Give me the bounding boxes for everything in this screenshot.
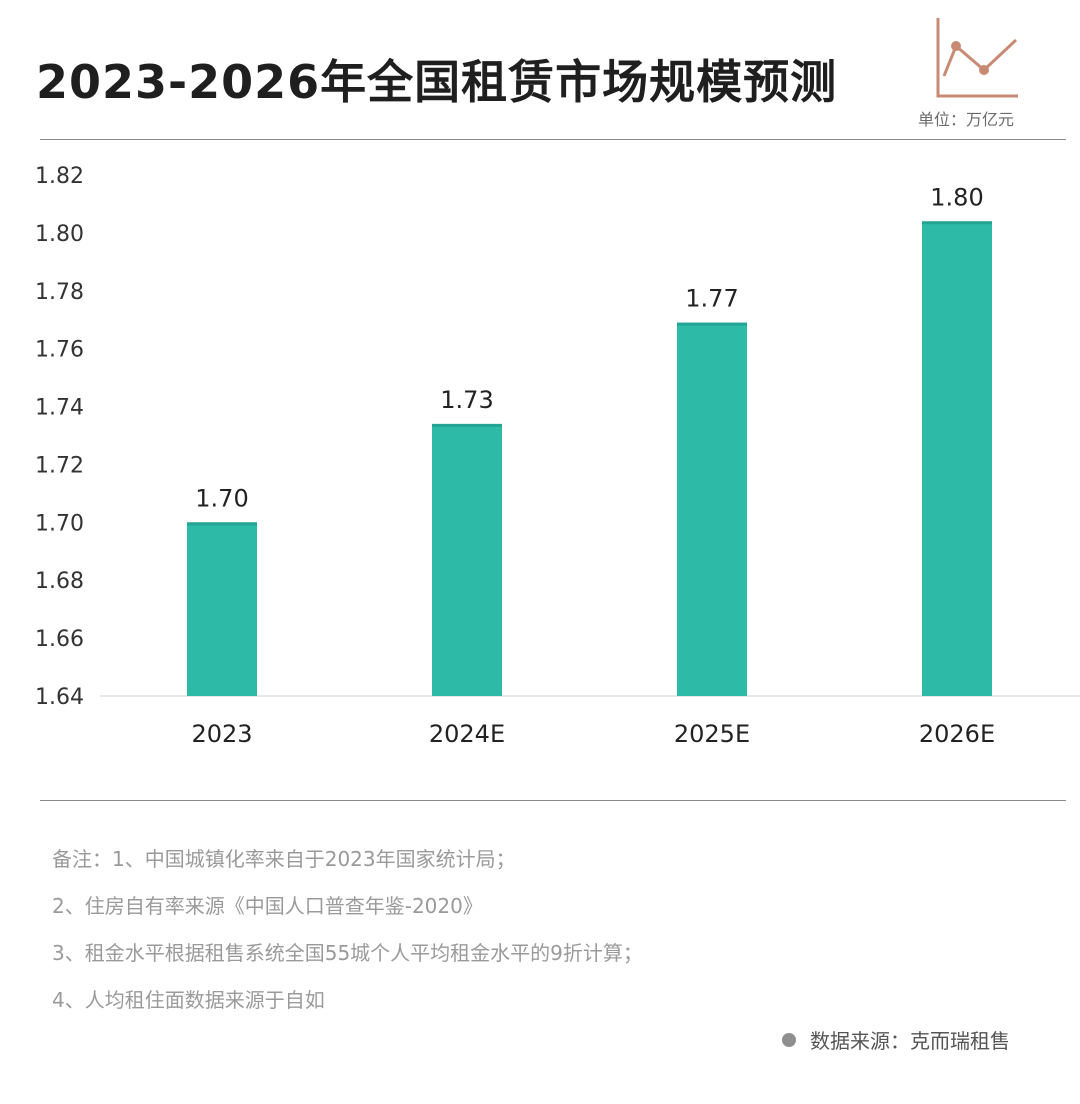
note-3: 3、租金水平根据租售系统全国55城个人平均租金水平的9折计算； bbox=[52, 941, 643, 965]
note-2: 2、住房自有率来源《中国人口普查年鉴-2020》 bbox=[52, 894, 483, 918]
line-chart-icon bbox=[936, 18, 1018, 98]
data-label: 1.77 bbox=[685, 285, 738, 313]
bar bbox=[922, 221, 992, 697]
notes-section: 备注：1、中国城镇化率来自于2023年国家统计局； 2、住房自有率来源《中国人口… bbox=[52, 843, 643, 1031]
y-tick-label: 1.82 bbox=[35, 164, 84, 189]
x-tick-label: 2026E bbox=[919, 720, 995, 748]
bar-top-edge bbox=[677, 322, 747, 326]
y-tick-label: 1.78 bbox=[35, 280, 84, 305]
y-tick-label: 1.66 bbox=[35, 627, 84, 652]
top-divider bbox=[40, 139, 1066, 140]
x-tick-label: 2023 bbox=[191, 720, 252, 748]
data-label: 1.73 bbox=[440, 386, 493, 414]
chart-title: 2023-2026年全国租赁市场规模预测 bbox=[36, 55, 838, 109]
y-tick-label: 1.74 bbox=[35, 396, 84, 421]
bottom-divider bbox=[40, 800, 1066, 801]
bullet-dot-icon bbox=[782, 1032, 796, 1047]
unit-label: 单位：万亿元 bbox=[918, 110, 1015, 129]
bar-top-edge bbox=[922, 221, 992, 225]
note-1: 备注：1、中国城镇化率来自于2023年国家统计局； bbox=[52, 847, 516, 871]
x-tick-label: 2025E bbox=[674, 720, 750, 748]
note-4: 4、人均租住面数据来源于自如 bbox=[52, 988, 325, 1012]
y-tick-label: 1.76 bbox=[35, 338, 84, 363]
data-source-label: 数据来源：克而瑞租售 bbox=[810, 1029, 1010, 1053]
data-label: 1.70 bbox=[195, 484, 248, 512]
data-label: 1.80 bbox=[930, 183, 983, 211]
y-tick-label: 1.70 bbox=[35, 511, 84, 536]
bar bbox=[432, 423, 502, 696]
bar-chart: 1.64 1.66 1.68 1.70 1.72 1.74 1.76 1.78 1.80 1.82… bbox=[35, 164, 1080, 748]
y-tick-label: 1.72 bbox=[35, 453, 84, 478]
bar bbox=[677, 322, 747, 696]
data-source: 数据来源：克而瑞租售 bbox=[782, 1025, 1010, 1054]
bar-top-edge bbox=[432, 423, 502, 427]
bar bbox=[187, 522, 257, 696]
y-tick-label: 1.68 bbox=[35, 569, 84, 594]
bar-top-edge bbox=[187, 522, 257, 526]
y-tick-label: 1.64 bbox=[35, 685, 84, 710]
x-tick-label: 2024E bbox=[429, 720, 505, 748]
y-tick-label: 1.80 bbox=[35, 222, 84, 247]
